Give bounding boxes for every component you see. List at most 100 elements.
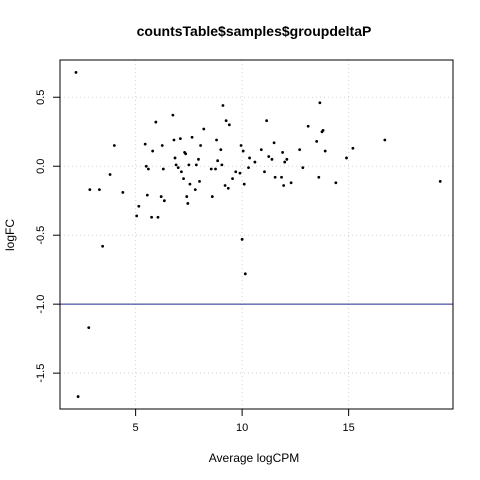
- data-point-46: [214, 167, 217, 171]
- data-point-89: [334, 181, 338, 185]
- data-point-45: [210, 195, 214, 198]
- data-point-5: [101, 244, 105, 248]
- data-point-20: [160, 144, 164, 147]
- data-point-26: [174, 163, 178, 167]
- data-point-74: [280, 175, 283, 179]
- data-point-19: [159, 195, 163, 198]
- data-point-22: [162, 199, 166, 203]
- grid-lines: [60, 60, 453, 409]
- data-point-2: [87, 326, 91, 330]
- data-point-69: [265, 119, 269, 123]
- data-point-6: [108, 173, 112, 176]
- x-axis-label: Average logCPM: [209, 451, 300, 465]
- data-point-47: [215, 138, 218, 142]
- data-point-14: [146, 167, 150, 171]
- data-point-41: [198, 179, 201, 183]
- y-tick-label-4: 0.5: [35, 90, 47, 105]
- data-point-1: [76, 395, 80, 398]
- data-point-39: [194, 163, 198, 167]
- data-point-17: [154, 120, 158, 124]
- data-point-24: [172, 138, 176, 142]
- data-point-32: [184, 152, 188, 156]
- plot-frame: [59, 59, 454, 410]
- data-point-72: [272, 141, 276, 145]
- data-point-36: [188, 182, 192, 186]
- data-point-34: [186, 202, 190, 205]
- data-point-18: [156, 215, 160, 219]
- x-tick-label-1: 10: [236, 422, 248, 434]
- data-point-40: [197, 157, 200, 161]
- data-point-52: [223, 184, 227, 187]
- data-point-15: [150, 215, 153, 219]
- data-point-77: [283, 160, 287, 164]
- y-tick-label-2: -0.5: [35, 226, 47, 245]
- data-point-13: [145, 193, 149, 197]
- data-point-58: [238, 171, 242, 175]
- data-point-73: [273, 175, 277, 179]
- data-point-65: [248, 156, 251, 160]
- data-point-28: [178, 137, 182, 141]
- data-point-35: [187, 163, 191, 167]
- data-point-61: [241, 149, 245, 153]
- data-point-54: [226, 186, 230, 190]
- data-point-42: [199, 144, 202, 147]
- data-point-92: [383, 138, 387, 142]
- data-point-79: [289, 181, 293, 185]
- data-point-83: [315, 139, 319, 143]
- data-point-21: [161, 167, 165, 171]
- data-point-84: [317, 175, 321, 179]
- data-point-10: [137, 204, 141, 208]
- data-points: [74, 71, 442, 398]
- data-point-8: [121, 191, 125, 194]
- x-axis: 5 10 15: [133, 408, 355, 434]
- data-point-76: [282, 184, 286, 187]
- x-tick-label-0: 5: [133, 422, 139, 434]
- data-point-37: [190, 135, 194, 139]
- data-point-51: [221, 104, 225, 107]
- data-point-59: [239, 144, 243, 147]
- data-point-16: [151, 149, 155, 153]
- x-tick-label-2: 15: [343, 422, 355, 434]
- data-point-38: [193, 188, 197, 192]
- data-point-90: [345, 156, 348, 160]
- data-point-25: [173, 156, 177, 160]
- data-point-55: [227, 123, 231, 127]
- data-point-48: [216, 159, 220, 163]
- data-point-64: [247, 166, 250, 169]
- data-point-4: [98, 188, 101, 192]
- data-point-33: [185, 195, 189, 198]
- data-point-78: [285, 157, 289, 161]
- data-point-27: [176, 166, 180, 169]
- data-point-44: [209, 167, 213, 171]
- data-point-53: [224, 119, 228, 123]
- data-point-80: [298, 148, 302, 152]
- y-axis: -1.5 -1.0 -0.5 0.0 0.5: [35, 90, 61, 383]
- data-point-87: [321, 128, 325, 132]
- data-point-3: [88, 188, 92, 192]
- data-point-85: [318, 101, 322, 105]
- data-point-68: [263, 170, 266, 174]
- data-point-67: [259, 148, 263, 152]
- chart-title: countsTable$samples$groupdeltaP: [137, 23, 372, 39]
- data-point-60: [240, 237, 244, 241]
- data-point-0: [74, 71, 78, 74]
- data-point-30: [182, 177, 185, 181]
- data-point-75: [281, 151, 284, 154]
- data-point-9: [135, 214, 139, 218]
- data-point-7: [112, 144, 116, 147]
- data-point-70: [267, 155, 271, 158]
- data-point-29: [180, 170, 183, 174]
- data-point-43: [202, 127, 206, 131]
- data-point-91: [351, 146, 355, 150]
- data-point-12: [144, 164, 148, 168]
- data-point-62: [242, 182, 246, 186]
- data-point-11: [143, 142, 147, 146]
- data-point-66: [253, 160, 257, 164]
- data-point-50: [220, 163, 224, 167]
- data-point-63: [243, 272, 247, 276]
- y-axis-label: logFC: [3, 219, 17, 251]
- y-tick-label-0: -1.5: [35, 364, 47, 383]
- data-point-23: [171, 113, 175, 117]
